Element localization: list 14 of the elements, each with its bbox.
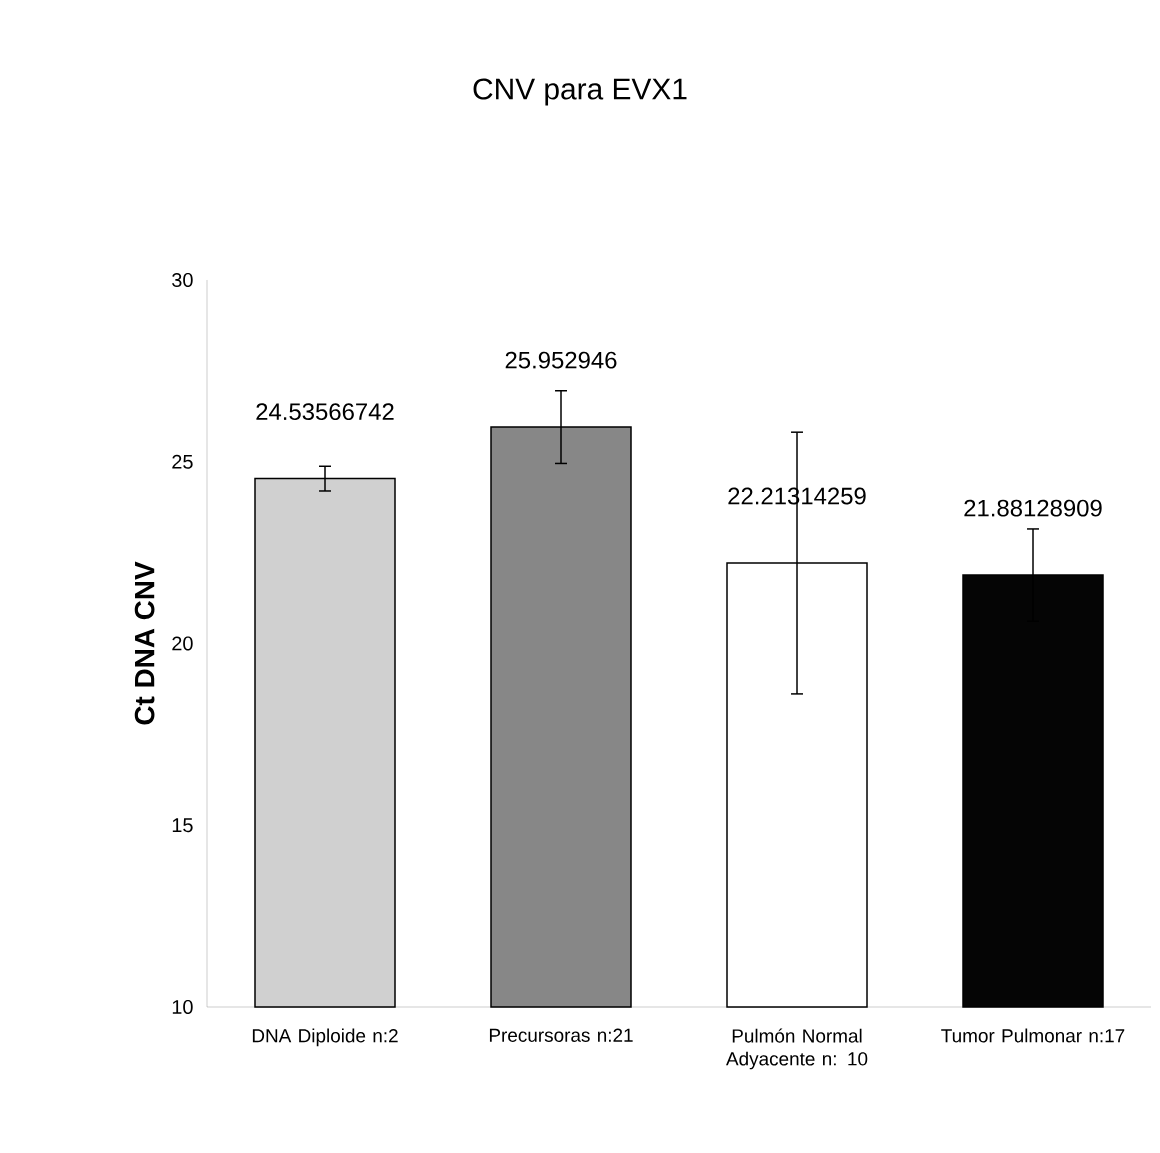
data-label: 24.53566742 [256, 403, 394, 421]
y-tick-label: 15 [172, 818, 193, 833]
y-axis-title: Ct DNA CNV [134, 561, 155, 725]
data-label: 21.88128909 [964, 499, 1102, 517]
y-tick-label: 20 [172, 636, 193, 651]
y-tick-label: 30 [172, 272, 193, 288]
x-tick-label: Precursoras n:21 [489, 1028, 633, 1042]
x-tick-label: DNA Diploide n:2 [252, 1028, 398, 1047]
x-tick-label: Tumor Pulmonar n:17 [941, 1028, 1125, 1043]
x-tick-label: Pulmón Normal Adyacente n: 10 [726, 1028, 868, 1070]
chart-title: CNV para EVX1 [473, 78, 687, 106]
data-label: 25.952946 [505, 351, 617, 369]
y-tick-label: 25 [172, 454, 193, 469]
y-tick-label: 10 [172, 999, 193, 1015]
